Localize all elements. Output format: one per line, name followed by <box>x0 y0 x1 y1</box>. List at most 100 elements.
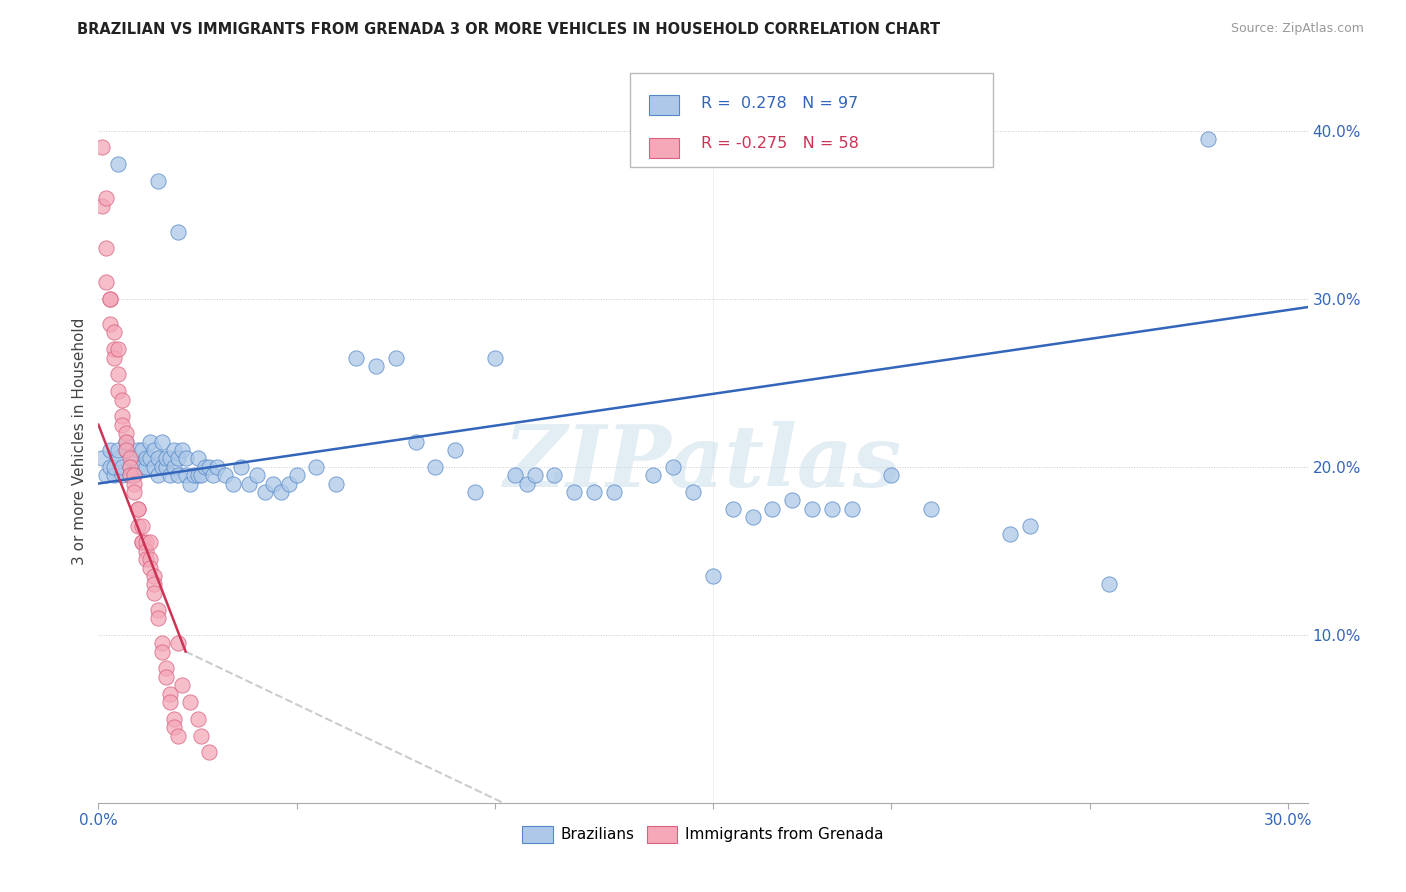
Point <box>96 241 118 255</box>
Point <box>96 275 118 289</box>
Point <box>150 636 173 650</box>
Point <box>543 468 565 483</box>
Point <box>214 468 236 483</box>
Point <box>166 468 188 483</box>
Point <box>163 720 186 734</box>
Point <box>166 451 188 466</box>
Point <box>166 225 188 239</box>
Point <box>127 459 149 474</box>
Point <box>107 157 129 171</box>
Point <box>115 426 138 441</box>
Text: ZIPatlas: ZIPatlas <box>503 421 903 505</box>
Point <box>111 468 134 483</box>
Point <box>98 459 121 474</box>
Point <box>122 468 145 483</box>
Point <box>159 695 181 709</box>
Point <box>285 468 308 483</box>
Point <box>150 459 173 474</box>
Point <box>131 442 153 457</box>
Point <box>170 442 193 457</box>
Point <box>120 468 142 483</box>
Point <box>523 468 546 483</box>
Point <box>98 292 121 306</box>
Point <box>821 501 844 516</box>
Point <box>186 712 208 726</box>
Point <box>142 577 165 591</box>
Point <box>503 468 526 483</box>
Point <box>780 493 803 508</box>
Point <box>142 569 165 583</box>
Point <box>166 729 188 743</box>
Point <box>246 468 269 483</box>
Point <box>1019 518 1042 533</box>
Point <box>270 485 292 500</box>
Point <box>139 535 162 549</box>
Point <box>582 485 605 500</box>
Point <box>202 468 225 483</box>
Point <box>135 543 157 558</box>
Point <box>222 476 245 491</box>
Point <box>139 560 162 574</box>
Point <box>174 451 197 466</box>
Point <box>562 485 585 500</box>
Point <box>107 451 129 466</box>
Point <box>127 442 149 457</box>
Point <box>801 501 824 516</box>
Text: BRAZILIAN VS IMMIGRANTS FROM GRENADA 3 OR MORE VEHICLES IN HOUSEHOLD CORRELATION: BRAZILIAN VS IMMIGRANTS FROM GRENADA 3 O… <box>77 22 941 37</box>
Point <box>194 459 217 474</box>
Point <box>662 459 685 474</box>
Point <box>186 451 208 466</box>
Point <box>120 451 142 466</box>
Point <box>127 518 149 533</box>
FancyBboxPatch shape <box>648 137 679 158</box>
Point <box>190 729 212 743</box>
Point <box>150 644 173 658</box>
Point <box>98 292 121 306</box>
Point <box>721 501 744 516</box>
Point <box>384 351 406 365</box>
Point <box>761 501 783 516</box>
Point <box>98 317 121 331</box>
Point <box>120 459 142 474</box>
Point <box>111 459 134 474</box>
Point <box>115 442 138 457</box>
Text: R = -0.275   N = 58: R = -0.275 N = 58 <box>700 136 859 151</box>
Point <box>603 485 626 500</box>
Point <box>115 442 138 457</box>
FancyBboxPatch shape <box>648 95 679 115</box>
Point <box>115 434 138 449</box>
Point <box>115 434 138 449</box>
Point <box>159 451 181 466</box>
Y-axis label: 3 or more Vehicles in Household: 3 or more Vehicles in Household <box>72 318 87 566</box>
Point <box>516 476 538 491</box>
Point <box>107 368 129 382</box>
Point <box>91 140 114 154</box>
Point <box>484 351 506 365</box>
Point <box>444 442 467 457</box>
Point <box>142 459 165 474</box>
Point <box>155 451 177 466</box>
Point <box>146 602 169 616</box>
Point <box>103 468 125 483</box>
Point <box>131 518 153 533</box>
Point <box>344 351 367 365</box>
Point <box>880 468 903 483</box>
Point <box>122 485 145 500</box>
Point <box>155 661 177 675</box>
Point <box>364 359 387 373</box>
Point <box>142 586 165 600</box>
Point <box>135 535 157 549</box>
Point <box>425 459 447 474</box>
Point <box>207 459 229 474</box>
Text: R =  0.278   N = 97: R = 0.278 N = 97 <box>700 95 858 111</box>
Point <box>1000 527 1022 541</box>
Point <box>96 191 118 205</box>
Point <box>163 459 186 474</box>
Point <box>163 712 186 726</box>
Point <box>682 485 704 500</box>
Point <box>111 417 134 432</box>
Point <box>305 459 328 474</box>
Point <box>163 442 186 457</box>
Point <box>103 326 125 340</box>
Point <box>107 384 129 398</box>
